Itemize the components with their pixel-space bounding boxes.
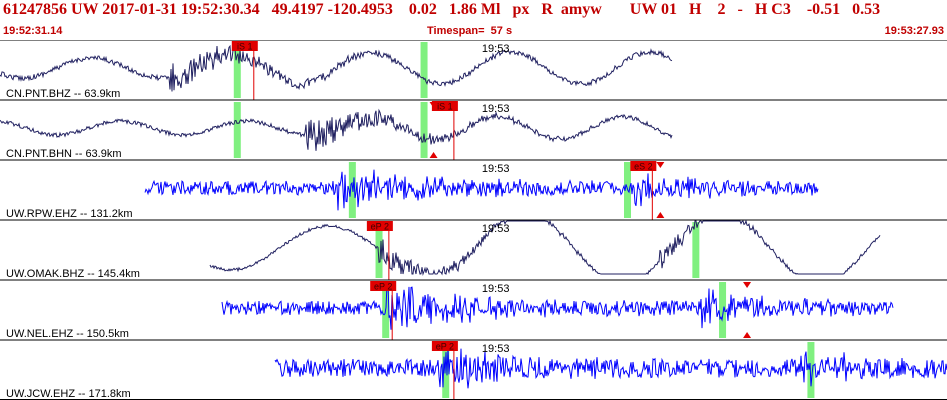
minute-label: 19:53 <box>482 163 510 175</box>
channel-label: UW.NEL.EHZ -- 150.5km <box>6 328 129 340</box>
phase-marker <box>692 222 700 278</box>
amplitude-marker <box>656 212 665 218</box>
channel-label: UW.RPW.EHZ -- 131.2km <box>6 208 133 220</box>
waveform <box>209 219 881 276</box>
pick-flag[interactable] <box>630 161 657 171</box>
pick-flag[interactable] <box>231 41 258 51</box>
waveform <box>144 169 819 211</box>
channel-label: CN.PNT.BHN -- 63.9km <box>6 148 122 160</box>
channel-label: CN.PNT.BHZ -- 63.9km <box>6 88 120 100</box>
pick-label: eP 2 <box>371 222 389 232</box>
amplitude-marker <box>429 102 438 108</box>
pick-label: eP 2 <box>436 342 454 352</box>
event-header: 61247856 UW 2017-01-31 19:52:30.34 49.41… <box>0 0 947 40</box>
channel-label: UW.OMAK.BHZ -- 145.4km <box>6 268 140 280</box>
end-time: 19:53:27.93 <box>884 25 944 37</box>
event-title: 61247856 UW 2017-01-31 19:52:30.34 49.41… <box>3 1 881 18</box>
amplitude-marker <box>429 152 438 158</box>
amplitude-marker <box>743 282 752 288</box>
pick-flag[interactable] <box>431 341 458 351</box>
amplitude-marker <box>656 162 665 168</box>
waveform <box>0 108 673 151</box>
phase-marker <box>807 342 815 398</box>
minute-label: 19:53 <box>482 223 510 235</box>
channel-panel[interactable]: iS 1 19:53 CN.PNT.BHN -- 63.9km <box>0 99 947 160</box>
waveform <box>0 44 673 92</box>
minute-label: 19:53 <box>482 43 510 55</box>
timespan: Timespan= 57 s <box>427 25 513 37</box>
pick-flag[interactable] <box>366 221 393 231</box>
phase-marker <box>375 222 383 278</box>
channel-label: UW.JCW.EHZ -- 171.8km <box>6 388 131 400</box>
channel-panel[interactable]: eP 2 19:53 UW.NEL.EHZ -- 150.5km <box>0 279 947 340</box>
pick-label: iS 1 <box>237 42 253 52</box>
pick-flag[interactable] <box>431 101 458 111</box>
phase-marker <box>233 102 241 158</box>
channel-panel[interactable]: eP 2 19:53 UW.OMAK.BHZ -- 145.4km <box>0 219 947 280</box>
channel-panel[interactable]: iS 1 19:53 CN.PNT.BHZ -- 63.9km <box>0 40 947 100</box>
phase-marker <box>420 42 428 98</box>
minute-label: 19:53 <box>482 343 510 355</box>
phase-marker <box>719 282 727 338</box>
waveform <box>274 347 947 389</box>
pick-label: eS 2 <box>634 162 653 172</box>
channel-panel[interactable]: eS 2 19:53 UW.RPW.EHZ -- 131.2km <box>0 159 947 220</box>
phase-marker <box>420 102 428 158</box>
pick-flag[interactable] <box>370 281 397 291</box>
start-time: 19:52:31.14 <box>3 25 63 37</box>
seismogram-panel[interactable]: iS 1 19:53 CN.PNT.BHZ -- 63.9km iS 1 19:53 CN… <box>0 40 947 400</box>
channel-panel[interactable]: eP 2 19:53 UW.JCW.EHZ -- 171.8km <box>0 339 947 400</box>
phase-marker <box>233 42 241 98</box>
pick-label: eP 2 <box>374 282 392 292</box>
amplitude-marker <box>743 332 752 338</box>
minute-label: 19:53 <box>482 283 510 295</box>
waveform <box>221 281 894 330</box>
pick-label: iS 1 <box>437 102 453 112</box>
minute-label: 19:53 <box>482 103 510 115</box>
phase-marker <box>442 342 450 398</box>
